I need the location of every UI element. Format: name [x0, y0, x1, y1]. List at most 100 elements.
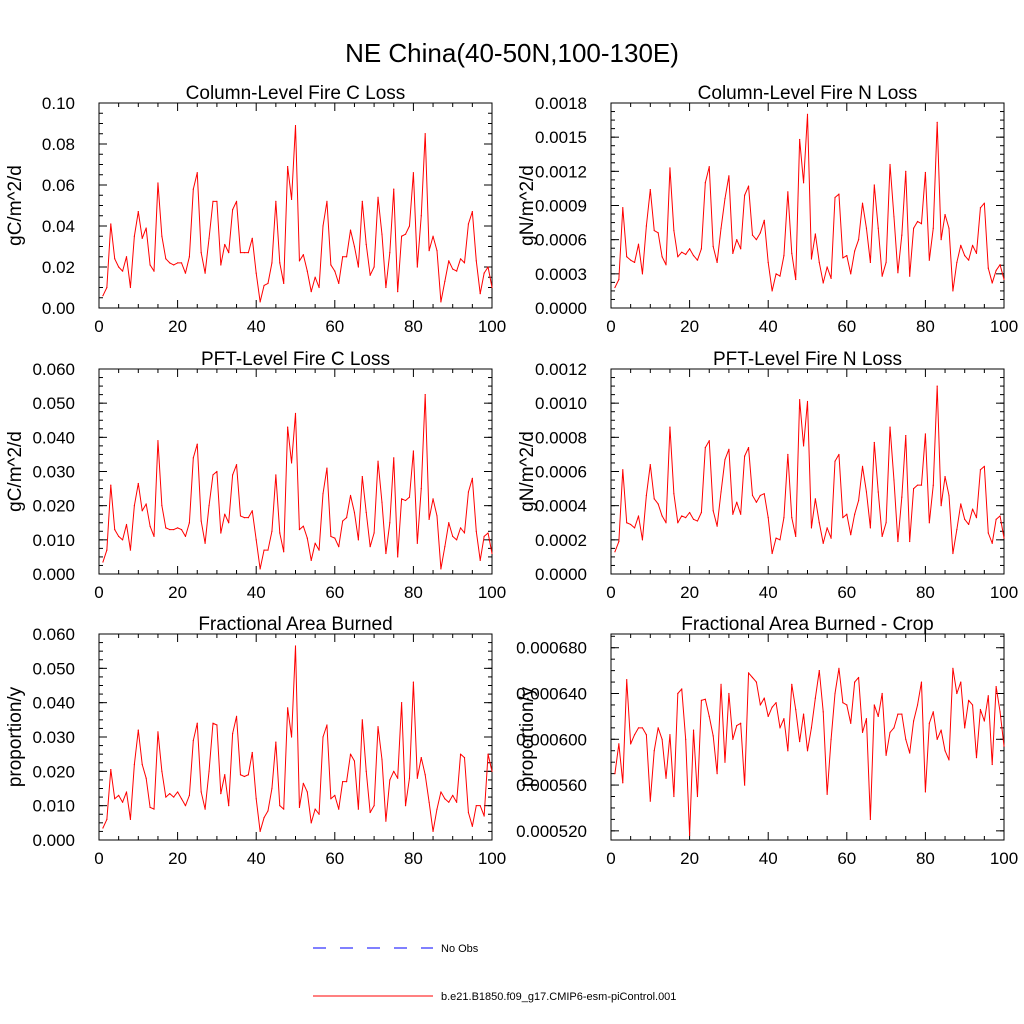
- data-point: [857, 676, 860, 679]
- data-point: [196, 443, 198, 445]
- data-point: [944, 750, 946, 752]
- y-axis-label: gN/m^2/d: [517, 165, 538, 246]
- data-point: [448, 801, 450, 803]
- data-point: [369, 811, 371, 814]
- data-point: [279, 805, 281, 807]
- data-point: [133, 763, 135, 766]
- data-point: [661, 738, 663, 740]
- data-point: [744, 784, 746, 786]
- data-point: [799, 138, 801, 141]
- data-point: [129, 286, 132, 289]
- data-point: [110, 223, 112, 225]
- data-point: [401, 498, 403, 500]
- data-point: [913, 227, 915, 229]
- data-point: [287, 707, 289, 709]
- data-point: [960, 244, 962, 246]
- data-point: [940, 729, 942, 731]
- data-point: [633, 261, 636, 264]
- data-point: [696, 520, 699, 522]
- data-point: [432, 830, 434, 833]
- data-point: [901, 496, 903, 498]
- data-point: [814, 697, 816, 699]
- data-point: [818, 670, 820, 672]
- data-point: [361, 200, 363, 202]
- data-point: [909, 540, 911, 543]
- data-point: [775, 537, 777, 539]
- data-point: [696, 795, 699, 798]
- data-point: [779, 275, 781, 277]
- data-point: [681, 251, 683, 253]
- data-point: [641, 273, 644, 275]
- legend-label-no-obs: No Obs: [441, 943, 479, 955]
- data-point: [467, 811, 470, 814]
- data-point: [184, 272, 187, 274]
- data-point: [783, 255, 785, 257]
- panel-4: PFT-Level Fire N Loss gN/m^2/d 0 20 40 60 80 10…: [517, 349, 1018, 602]
- data-point: [353, 245, 356, 248]
- data-point: [704, 698, 706, 700]
- data-point: [330, 264, 332, 266]
- y-tick-label: 0.040: [32, 694, 75, 713]
- data-point: [487, 753, 489, 755]
- data-point: [799, 740, 801, 743]
- data-point: [161, 235, 163, 237]
- panels: Column-Level Fire C Loss gC/m^2/d 0 20 40 60 8…: [5, 83, 1018, 868]
- data-point: [342, 256, 344, 258]
- data-point: [334, 794, 336, 796]
- data-point: [259, 568, 261, 570]
- data-point: [968, 699, 970, 701]
- data-point: [720, 491, 722, 493]
- data-point: [708, 715, 710, 718]
- data-point: [971, 244, 974, 246]
- data-point: [850, 722, 852, 724]
- data-point: [661, 256, 663, 258]
- y-tick-label: 0.000520: [516, 822, 587, 841]
- data-point: [177, 791, 179, 793]
- data-point: [987, 267, 989, 269]
- data-point: [665, 777, 667, 779]
- data-point: [775, 702, 777, 704]
- data-point: [188, 794, 190, 796]
- data-point: [889, 426, 891, 428]
- data-point: [235, 715, 238, 718]
- data-point: [901, 234, 903, 236]
- data-point: [865, 227, 868, 229]
- x-tick-label: 20: [680, 317, 699, 336]
- data-point: [157, 731, 159, 733]
- data-point: [456, 801, 458, 803]
- data-point: [424, 774, 426, 776]
- data-point: [149, 525, 151, 527]
- data-point: [885, 261, 887, 264]
- data-point: [259, 301, 261, 303]
- y-tick-label: 0.08: [42, 135, 75, 154]
- data-point: [983, 465, 985, 467]
- data-point: [157, 182, 159, 184]
- data-point: [795, 708, 797, 711]
- data-point: [681, 688, 683, 690]
- data-point: [877, 491, 879, 493]
- data-point: [838, 193, 840, 195]
- data-point: [661, 515, 663, 517]
- data-point: [369, 546, 371, 548]
- data-point: [298, 260, 301, 262]
- data-point: [440, 301, 442, 303]
- panel-5: Fractional Area Burned proportion/y 0 20 40 6…: [5, 614, 506, 868]
- data-point: [614, 286, 616, 289]
- data-point: [141, 763, 143, 766]
- data-point: [294, 412, 297, 415]
- data-point: [700, 699, 702, 701]
- y-tick-label: 0.0009: [535, 197, 587, 216]
- y-tick-label: 0.060: [32, 360, 75, 379]
- data-point: [129, 818, 132, 821]
- data-point: [310, 559, 312, 561]
- y-tick-label: 0.030: [32, 463, 75, 482]
- data-point: [263, 549, 265, 551]
- data-point: [916, 704, 919, 706]
- data-point: [979, 708, 982, 711]
- data-point: [345, 781, 348, 783]
- data-point: [645, 225, 647, 227]
- data-point: [153, 535, 155, 538]
- data-point: [673, 229, 675, 232]
- data-point: [802, 713, 805, 715]
- data-point: [971, 704, 974, 706]
